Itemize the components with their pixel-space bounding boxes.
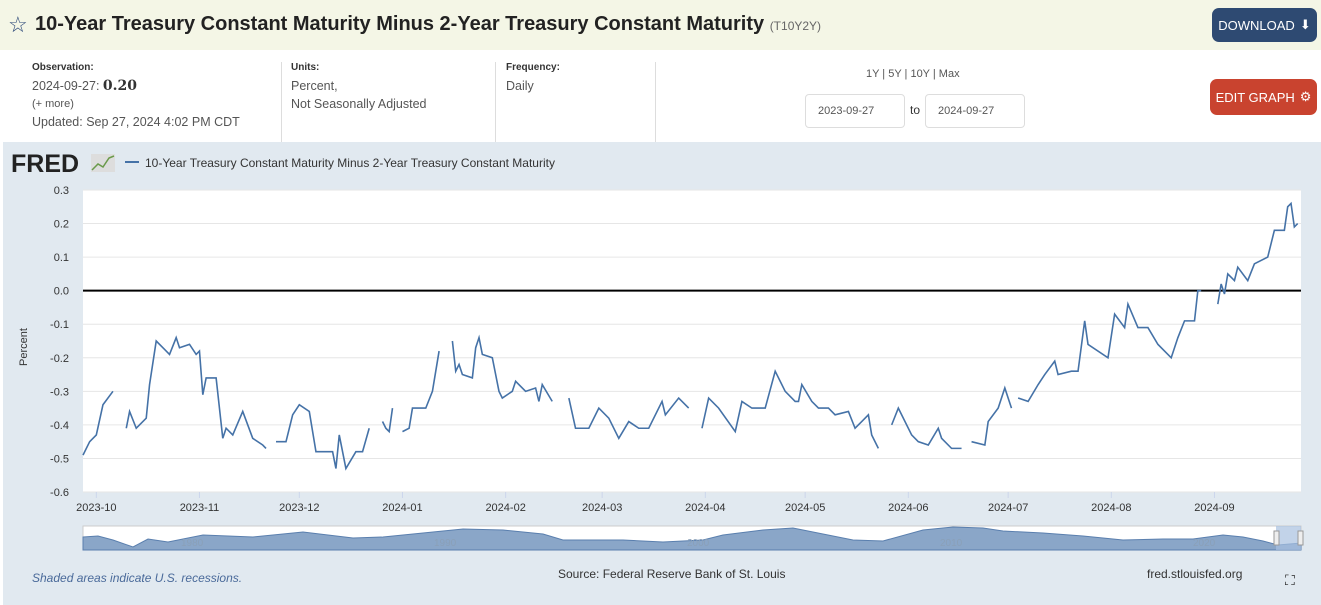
series-line (381, 407, 394, 434)
plot-area (83, 190, 1301, 492)
y-tick-label: 0.1 (54, 252, 69, 264)
x-tick-label: 2024-01 (382, 502, 422, 514)
x-tick-label: 2023-12 (279, 502, 319, 514)
navigator-selection[interactable] (1276, 526, 1301, 550)
series-line (125, 335, 267, 449)
y-axis-label: Percent (18, 328, 30, 366)
observation-value: 0.20 (102, 78, 138, 94)
legend-label[interactable]: 10-Year Treasury Constant Maturity Minus… (145, 156, 555, 170)
series-code: (T10Y2Y) (769, 19, 822, 33)
divider (495, 62, 496, 142)
series-line (1017, 289, 1202, 403)
units-adjustment: Not Seasonally Adjusted (291, 97, 427, 111)
navigator-handle-right[interactable] (1297, 530, 1304, 546)
to-label: to (910, 103, 921, 117)
series-line (1217, 201, 1299, 305)
x-tick-label: 2024-07 (988, 502, 1028, 514)
chart-panel: FRED 10-Year Treasury Constant Maturity … (3, 142, 1321, 605)
recession-note: Shaded areas indicate U.S. recessions. (32, 571, 242, 585)
y-tick-label: -0.4 (50, 420, 69, 432)
navigator-handle-left[interactable] (1273, 530, 1280, 546)
x-tick-label: 2024-06 (888, 502, 928, 514)
x-tick-label: 2023-11 (180, 502, 220, 514)
y-tick-label: -0.3 (50, 386, 69, 398)
x-tick-label: 2024-03 (582, 502, 622, 514)
site-link[interactable]: fred.stlouisfed.org (1147, 567, 1242, 581)
series-line (701, 368, 880, 449)
y-tick-label: 0.2 (54, 219, 69, 231)
download-icon: ⬇ (1299, 17, 1311, 32)
fred-logo-chart-icon (91, 154, 115, 172)
y-tick-label: -0.6 (50, 487, 69, 499)
series-line (568, 396, 690, 440)
star-icon[interactable]: ☆ (8, 12, 28, 37)
frequency-value: Daily (506, 79, 534, 93)
y-tick-label: -0.1 (50, 319, 69, 331)
y-tick-label: 0.0 (54, 286, 69, 298)
page-title: 10-Year Treasury Constant Maturity Minus… (35, 13, 821, 36)
frequency-label: Frequency: (506, 62, 560, 73)
navigator-year-label: 1990 (434, 538, 457, 549)
divider (655, 62, 656, 142)
header-bar: ☆ 10-Year Treasury Constant Maturity Min… (0, 0, 1321, 50)
x-tick-label: 2023-10 (76, 502, 116, 514)
x-tick-label: 2024-05 (785, 502, 825, 514)
end-date-input[interactable]: 2024-09-27 (925, 94, 1025, 128)
series-line (451, 334, 553, 402)
units-label: Units: (291, 62, 320, 73)
navigator-year-label: 1980 (181, 538, 204, 549)
download-label: DOWNLOAD (1218, 17, 1295, 33)
source-text: Source: Federal Reserve Bank of St. Loui… (558, 567, 785, 581)
download-button[interactable]: DOWNLOAD ⬇ (1212, 8, 1317, 42)
more-link[interactable]: (+ more) (32, 98, 74, 110)
navigator-year-label: 2010 (940, 538, 963, 549)
x-tick-label: 2024-09 (1194, 502, 1234, 514)
observation-date: 2024-09-27: (32, 79, 100, 93)
x-tick-label: 2024-08 (1091, 502, 1131, 514)
x-tick-label: 2024-02 (485, 502, 525, 514)
observation-block: Observation: 2024-09-27: 0.20 (+ more) U… (32, 62, 240, 131)
navigator[interactable]: 1980 1990 2000 2010 2020 (82, 525, 1304, 551)
edit-graph-label: EDIT GRAPH (1215, 89, 1295, 105)
range-options[interactable]: 1Y | 5Y | 10Y | Max (866, 68, 960, 80)
observation-label: Observation: (32, 62, 94, 73)
series-line (402, 350, 440, 433)
chart: FRED 10-Year Treasury Constant Maturity … (11, 150, 1304, 588)
y-tick-label: 0.3 (54, 185, 69, 197)
start-date-input[interactable]: 2023-09-27 (805, 94, 905, 128)
y-tick-label: -0.5 (50, 453, 69, 465)
series-line (971, 385, 1013, 447)
fred-logo: FRED (11, 150, 79, 178)
gear-icon: ⚙ (1299, 89, 1312, 104)
units-value: Percent, (291, 79, 338, 93)
updated-text: Updated: Sep 27, 2024 4:02 PM CDT (32, 115, 240, 129)
edit-graph-button[interactable]: EDIT GRAPH ⚙ (1210, 79, 1317, 115)
divider (281, 62, 282, 142)
series-line (890, 406, 962, 450)
units-block: Units: Percent, Not Seasonally Adjusted (291, 62, 427, 113)
series-line (276, 403, 370, 471)
frequency-block: Frequency: Daily (506, 62, 560, 95)
y-tick-label: -0.2 (50, 353, 69, 365)
x-tick-label: 2024-04 (685, 502, 725, 514)
series-line (82, 390, 114, 456)
fullscreen-icon[interactable]: ⛶ (1285, 572, 1295, 588)
series-title: 10-Year Treasury Constant Maturity Minus… (35, 13, 765, 35)
navigator-year-label: 2000 (687, 538, 710, 549)
navigator-year-label: 2020 (1193, 538, 1216, 549)
